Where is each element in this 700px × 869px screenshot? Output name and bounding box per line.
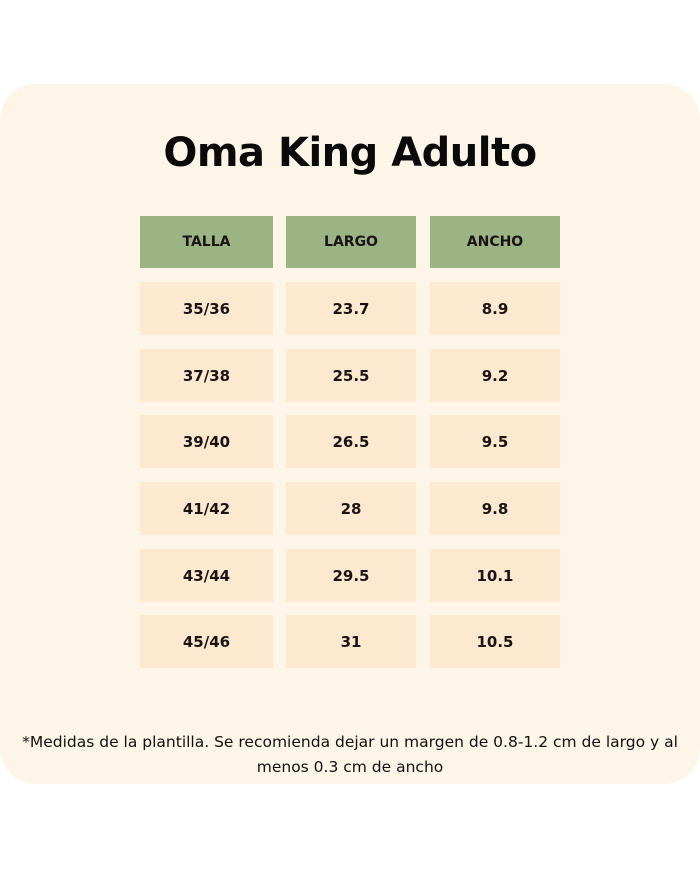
table-row-cell-talla: 37/38 bbox=[140, 349, 273, 402]
table-row-cell-talla: 45/46 bbox=[140, 615, 273, 668]
table-row-cell-largo: 28 bbox=[286, 482, 416, 535]
table-row-cell-ancho: 9.5 bbox=[430, 415, 560, 468]
table-row-cell-largo: 31 bbox=[286, 615, 416, 668]
footnote: *Medidas de la plantilla. Se recomienda … bbox=[22, 733, 678, 776]
table-row-cell-talla: 35/36 bbox=[140, 282, 273, 335]
table-row-cell-talla: 43/44 bbox=[140, 549, 273, 602]
header-talla: TALLA bbox=[140, 216, 273, 268]
table-row-cell-largo: 26.5 bbox=[286, 415, 416, 468]
page-title: Oma King Adulto bbox=[163, 130, 537, 176]
header-largo: LARGO bbox=[286, 216, 416, 268]
table-row-cell-talla: 41/42 bbox=[140, 482, 273, 535]
table-row-cell-largo: 29.5 bbox=[286, 549, 416, 602]
table-row-cell-ancho: 9.8 bbox=[430, 482, 560, 535]
header-ancho: ANCHO bbox=[430, 216, 560, 268]
table-row-cell-largo: 23.7 bbox=[286, 282, 416, 335]
table-row-cell-largo: 25.5 bbox=[286, 349, 416, 402]
table-row-cell-ancho: 10.1 bbox=[430, 549, 560, 602]
table-row-cell-ancho: 9.2 bbox=[430, 349, 560, 402]
table-row-cell-ancho: 8.9 bbox=[430, 282, 560, 335]
table-row-cell-ancho: 10.5 bbox=[430, 615, 560, 668]
table-row-cell-talla: 39/40 bbox=[140, 415, 273, 468]
